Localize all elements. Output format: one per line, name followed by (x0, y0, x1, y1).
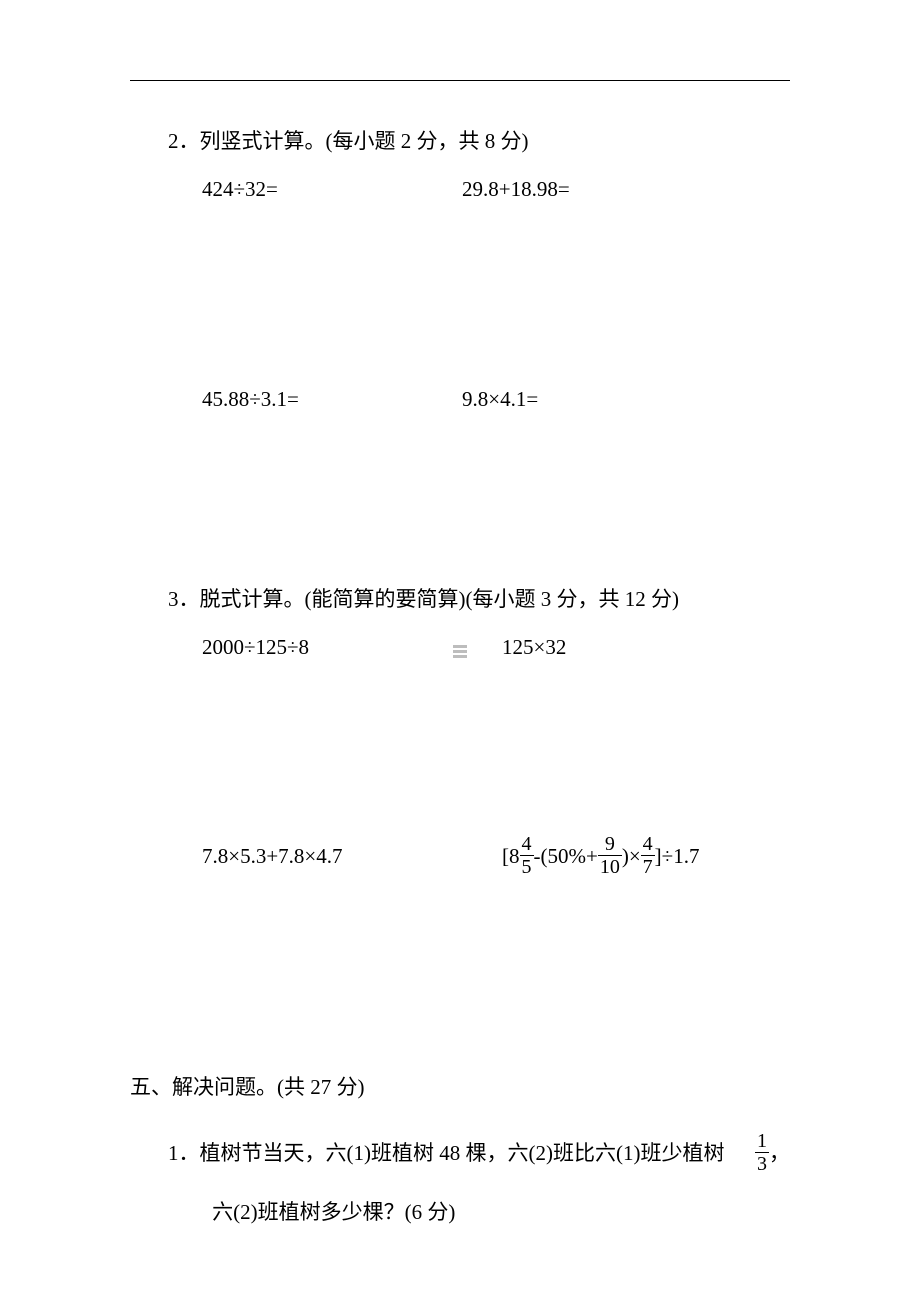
q2-expr-2a: 45.88÷3.1= (202, 380, 462, 420)
q3b-post: ]÷1.7 (655, 837, 700, 877)
spacer (130, 420, 790, 580)
q3-expr-2b: [8 4 5 -(50%+ 9 10 )× 4 7 ]÷1.7 (502, 835, 790, 878)
frac-num: 1 (755, 1131, 769, 1152)
q3b-frac2: 9 10 (598, 834, 622, 877)
page: 2．列竖式计算。(每小题 2 分，共 8 分) 424÷32= 29.8+18.… (0, 0, 920, 1302)
section5-q1: 1． 植树节当天，六(1)班植树 48 棵，六(2)班比六(1)班少植树 1 3… (168, 1132, 790, 1233)
content: 2．列竖式计算。(每小题 2 分，共 8 分) 424÷32= 29.8+18.… (130, 80, 790, 1233)
q2-expr-1a: 424÷32= (202, 170, 462, 210)
q3b-mid1: -(50%+ (534, 837, 598, 877)
s5-p1-text1: 植树节当天，六(1)班植树 48 棵，六(2)班比六(1)班少植树 (200, 1134, 725, 1174)
frac-den: 10 (598, 855, 622, 877)
frac-num: 4 (520, 834, 534, 855)
q3b-frac3: 4 7 (641, 834, 655, 877)
s5-p1-line1: 1． 植树节当天，六(1)班植树 48 棵，六(2)班比六(1)班少植树 1 3… (168, 1132, 790, 1175)
s5-p1-num: 1． (168, 1134, 200, 1174)
spacer (168, 667, 790, 835)
q2-expr-1b: 29.8+18.98= (462, 170, 790, 210)
q2-row2: 45.88÷3.1= 9.8×4.1= (202, 380, 790, 420)
question-3: 3．脱式计算。(能简算的要简算)(每小题 3 分，共 12 分) 2000÷12… (168, 580, 790, 879)
q3b-frac1: 4 5 (520, 834, 534, 877)
q3b-pre: [8 (502, 837, 520, 877)
q2-expr-2b: 9.8×4.1= (462, 380, 790, 420)
question-2: 2．列竖式计算。(每小题 2 分，共 8 分) 424÷32= 29.8+18.… (168, 122, 790, 420)
q2-row1: 424÷32= 29.8+18.98= (202, 170, 790, 210)
spacer (168, 210, 790, 380)
q3-row2: 7.8×5.3+7.8×4.7 [8 4 5 -(50%+ 9 10 )× 4 (202, 835, 790, 878)
q3-title: 3．脱式计算。(能简算的要简算)(每小题 3 分，共 12 分) (168, 580, 790, 620)
s5-p1-comma: ， (769, 1134, 790, 1174)
frac-den: 7 (641, 855, 655, 877)
q3-expr-1a: 2000÷125÷8 (202, 628, 502, 668)
spacer (130, 878, 790, 1068)
frac-den: 3 (755, 1152, 769, 1174)
frac-num: 9 (603, 834, 617, 855)
frac-den: 5 (520, 855, 534, 877)
s5-p1-frac: 1 3 (755, 1131, 769, 1174)
q3-expr-2a: 7.8×5.3+7.8×4.7 (202, 837, 502, 877)
section5-title: 五、解决问题。(共 27 分) (130, 1068, 790, 1108)
frac-num: 4 (641, 834, 655, 855)
q2-title: 2．列竖式计算。(每小题 2 分，共 8 分) (168, 122, 790, 162)
q3b-mid2: )× (622, 837, 641, 877)
q3-expr-1b: 125×32 (502, 628, 790, 668)
s5-p1-line2: 六(2)班植树多少棵？(6 分) (212, 1193, 790, 1233)
q3-row1: 2000÷125÷8 125×32 (202, 628, 790, 668)
